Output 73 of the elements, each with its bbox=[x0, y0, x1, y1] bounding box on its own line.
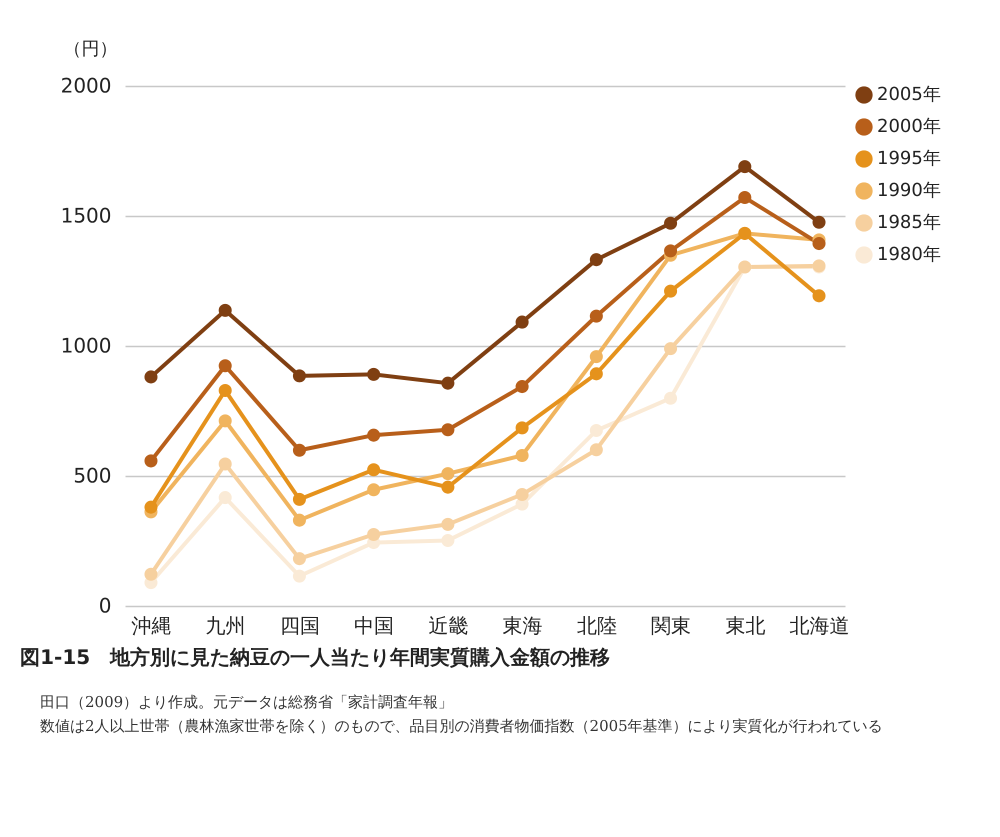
x-tick-label: 四国 bbox=[280, 614, 320, 638]
point bbox=[441, 534, 454, 547]
point bbox=[516, 380, 529, 394]
point bbox=[441, 423, 454, 436]
point bbox=[812, 237, 826, 250]
point bbox=[292, 514, 306, 527]
point bbox=[590, 443, 603, 456]
point bbox=[516, 316, 529, 329]
point bbox=[441, 467, 454, 480]
point bbox=[218, 414, 232, 428]
x-tick-label: 中国 bbox=[354, 614, 394, 638]
point bbox=[292, 570, 306, 583]
point bbox=[516, 448, 529, 462]
y-tick-label: 1000 bbox=[60, 334, 112, 358]
point bbox=[292, 444, 306, 457]
point bbox=[218, 491, 232, 504]
point bbox=[738, 191, 752, 204]
y-tick-label: 500 bbox=[73, 464, 112, 488]
legend-label: 1990年 bbox=[877, 180, 941, 201]
legend-label: 2005年 bbox=[877, 84, 941, 105]
point bbox=[367, 463, 380, 476]
y-tick-label: 1500 bbox=[60, 204, 112, 228]
point bbox=[590, 367, 603, 380]
y-axis-title: （円） bbox=[64, 38, 118, 60]
point bbox=[516, 488, 529, 501]
point bbox=[218, 359, 232, 372]
point bbox=[441, 518, 454, 531]
y-tick-label: 2000 bbox=[60, 74, 112, 98]
point bbox=[292, 492, 306, 506]
y-tick-label: 0 bbox=[98, 594, 112, 618]
point bbox=[292, 369, 306, 382]
point bbox=[664, 244, 678, 258]
point bbox=[367, 528, 380, 542]
point bbox=[738, 160, 752, 174]
legend-label: 1980年 bbox=[877, 244, 941, 265]
point bbox=[590, 350, 603, 364]
x-tick-label: 東北 bbox=[725, 614, 766, 638]
point bbox=[812, 289, 826, 302]
point bbox=[664, 284, 678, 298]
point bbox=[664, 342, 678, 356]
text: 図1-15 地方別に見た納豆の一人当たり年間実質購入金額の推移 bbox=[20, 645, 610, 669]
legend-label: 1985年 bbox=[877, 212, 941, 233]
point bbox=[292, 552, 306, 566]
x-tick-label: 近畿 bbox=[428, 614, 468, 638]
legend-label: 1995年 bbox=[877, 148, 941, 169]
text: 数値は2人以上世帯（農林漁家世帯を除く）のもので、品目別の消費者物価指数（2005年基準）により実質化が行われている bbox=[40, 716, 884, 737]
point bbox=[218, 304, 232, 317]
point bbox=[516, 421, 529, 434]
point bbox=[218, 384, 232, 397]
x-tick-label: 関東 bbox=[651, 614, 692, 638]
point bbox=[144, 500, 158, 514]
point bbox=[367, 428, 380, 442]
point bbox=[144, 454, 158, 468]
point bbox=[144, 568, 158, 581]
x-tick-label: 東海 bbox=[502, 614, 543, 638]
x-tick-label: 九州 bbox=[206, 614, 246, 638]
point bbox=[218, 458, 232, 471]
x-tick-label: 北海道 bbox=[790, 614, 850, 638]
point bbox=[664, 392, 678, 405]
point bbox=[590, 253, 603, 266]
x-tick-label: 北陸 bbox=[576, 614, 617, 638]
point bbox=[441, 480, 454, 494]
point bbox=[144, 370, 158, 384]
point bbox=[590, 424, 603, 438]
point bbox=[367, 483, 380, 496]
point bbox=[664, 216, 678, 230]
x-tick-label: 沖縄 bbox=[131, 614, 172, 638]
legend-label: 2000年 bbox=[877, 116, 941, 137]
point bbox=[812, 216, 826, 229]
point bbox=[367, 368, 380, 381]
point bbox=[590, 310, 603, 323]
text: 田口（2009）より作成。元データは総務省「家計調査年報」 bbox=[40, 692, 454, 713]
point bbox=[441, 376, 454, 390]
